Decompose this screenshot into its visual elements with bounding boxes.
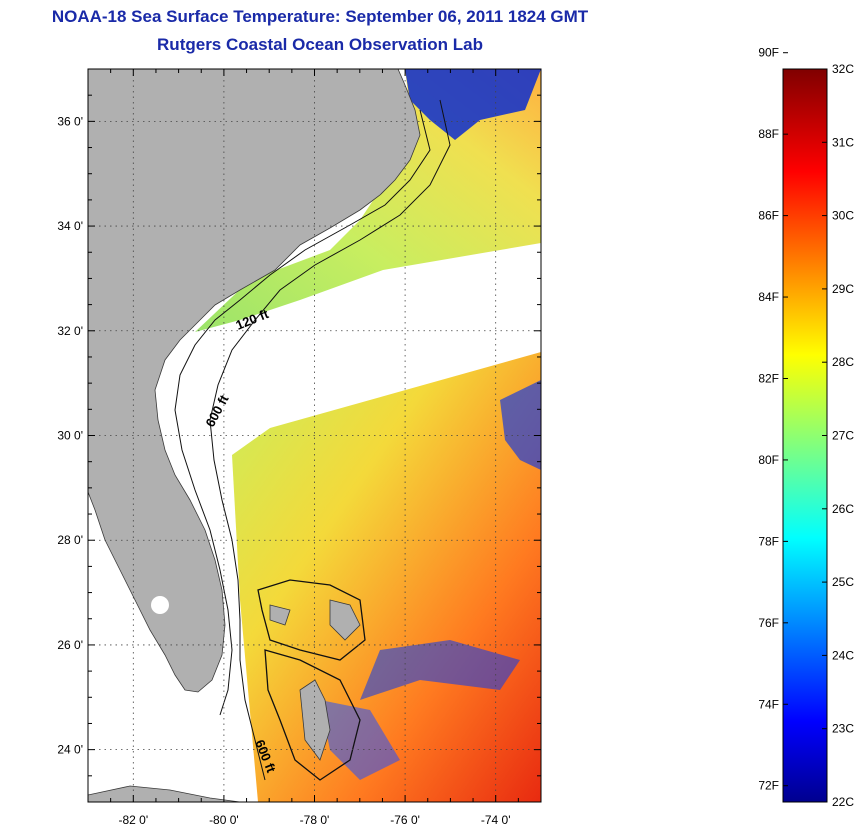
sst-cool-patches-2: [360, 640, 520, 700]
colorbar-fahrenheit-labels: 90F 88F 86F 84F 82F 80F 78F 76F 74F 72F: [758, 46, 779, 793]
colorbar-c-label: 24C: [832, 648, 854, 662]
lat-label: 36 0': [57, 114, 83, 128]
colorbar-c-label: 29C: [832, 282, 854, 296]
colorbar-f-label: 72F: [758, 779, 779, 793]
colorbar-c-label: 26C: [832, 502, 854, 516]
colorbar-c-label: 28C: [832, 355, 854, 369]
lon-label: -80 0': [209, 813, 239, 827]
land-mass: [88, 69, 421, 693]
map-subtitle: Rutgers Coastal Ocean Observation Lab: [157, 35, 483, 54]
island: [329, 599, 361, 641]
lake: [151, 596, 169, 614]
contour-bahamas: [257, 579, 366, 661]
colorbar-c-label: 31C: [832, 135, 854, 149]
colorbar-celsius-labels: 32C 31C 30C 29C 28C 27C 26C 25C 24C 23C 22C: [832, 62, 854, 809]
colorbar-c-label: 32C: [832, 62, 854, 76]
colorbar-f-label: 86F: [758, 209, 779, 223]
colorbar-f-label: 90F: [758, 46, 779, 60]
lat-label: 24 0': [57, 743, 83, 757]
colorbar-f-label: 84F: [758, 290, 779, 304]
sst-cool-patches-3: [320, 700, 400, 780]
axis-ticks: [87, 68, 542, 803]
lat-label: 26 0': [57, 638, 83, 652]
longitude-labels: -82 0' -80 0' -78 0' -76 0' -74 0': [118, 813, 510, 827]
colorbar-f-label: 76F: [758, 616, 779, 630]
lon-label: -78 0': [300, 813, 330, 827]
colorbar-c-label: 25C: [832, 575, 854, 589]
colorbar-c-label: 22C: [832, 795, 854, 809]
colorbar-ticks: [783, 52, 827, 803]
lon-label: -76 0': [390, 813, 420, 827]
colorbar-f-label: 82F: [758, 371, 779, 385]
contour-120ft: [174, 109, 431, 716]
land-south: [88, 785, 241, 802]
colorbar-c-label: 23C: [832, 722, 854, 736]
latitude-labels: 24 0' 26 0' 28 0' 30 0' 32 0' 34 0' 36 0': [57, 114, 83, 756]
lat-label: 32 0': [57, 324, 83, 338]
island: [269, 604, 291, 626]
contour-bahamas-2: [264, 649, 361, 781]
lon-label: -74 0': [481, 813, 511, 827]
colorbar-f-label: 88F: [758, 127, 779, 141]
lat-label: 28 0': [57, 533, 83, 547]
lon-label: -82 0': [118, 813, 148, 827]
colorbar-c-label: 27C: [832, 429, 854, 443]
colorbar-c-label: 30C: [832, 209, 854, 223]
sst-cool-patches: [500, 380, 541, 470]
grid-lines: [88, 69, 541, 802]
lat-label: 34 0': [57, 219, 83, 233]
colorbar-f-label: 74F: [758, 697, 779, 711]
contour-600ft: [209, 99, 451, 781]
island: [299, 679, 331, 761]
colorbar: [782, 68, 828, 803]
sst-cold-north: [405, 69, 541, 140]
lat-label: 30 0': [57, 429, 83, 443]
colorbar-f-label: 80F: [758, 453, 779, 467]
map-title: NOAA-18 Sea Surface Temperature: Septemb…: [51, 7, 589, 26]
colorbar-f-label: 78F: [758, 534, 779, 548]
